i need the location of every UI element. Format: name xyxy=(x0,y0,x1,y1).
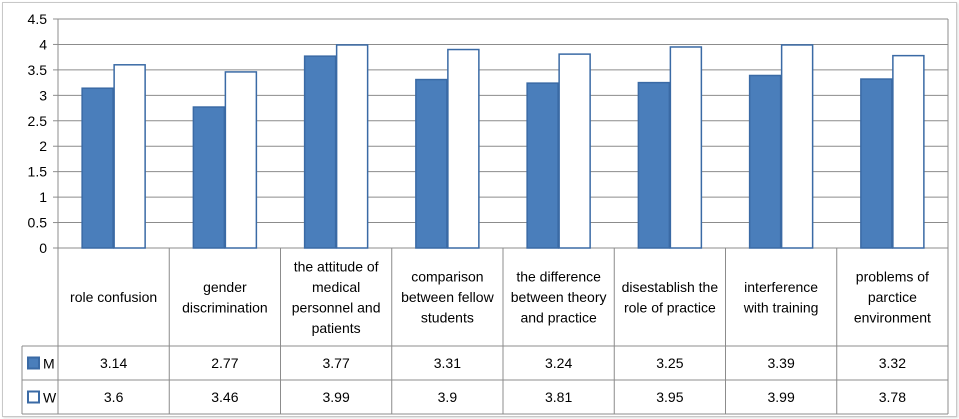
bar-w-4 xyxy=(558,53,591,249)
category-label-3: comparison between fellow students xyxy=(401,269,495,326)
data-value-w-3: 3.9 xyxy=(438,389,458,405)
bar-m-7 xyxy=(860,78,893,249)
data-value-m-3: 3.31 xyxy=(434,355,461,371)
category-label-line: role confusion xyxy=(70,289,157,305)
y-tick-label-3: 1.5 xyxy=(28,164,48,180)
data-value-w-7: 3.78 xyxy=(879,389,906,405)
bar-w-3 xyxy=(447,48,480,249)
category-label-line: discrimination xyxy=(182,299,268,315)
y-tick-label-1: 0.5 xyxy=(28,215,48,231)
data-value-m-6: 3.39 xyxy=(768,355,795,371)
bar-m-5 xyxy=(637,81,671,249)
category-label-line: comparison xyxy=(411,269,483,285)
category-label-line: disestablish the xyxy=(622,279,719,295)
bar-w-2 xyxy=(335,44,369,249)
data-value-m-5: 3.25 xyxy=(656,355,683,371)
category-label-line: personnel and xyxy=(292,299,381,315)
category-label-7: problems of parctice environment xyxy=(854,269,931,326)
y-tick-label-9: 4.5 xyxy=(28,11,48,27)
category-label-line: between fellow xyxy=(401,289,495,305)
y-tick-label-5: 2.5 xyxy=(28,113,48,129)
bar-m-3 xyxy=(415,78,448,249)
category-label-line: medical xyxy=(312,279,360,295)
data-value-m-2: 3.77 xyxy=(323,355,350,371)
category-label-6: interference with training xyxy=(743,279,819,316)
data-value-m-4: 3.24 xyxy=(545,355,572,371)
y-tick-label-6: 3 xyxy=(39,87,47,103)
bar-m-4 xyxy=(526,82,559,249)
bar-m-0 xyxy=(81,87,114,249)
bar-m-2 xyxy=(303,55,337,249)
bar-m-1 xyxy=(192,106,226,249)
y-tick-label-0: 0 xyxy=(39,240,47,256)
category-label-line: gender xyxy=(203,279,247,295)
bar-w-0 xyxy=(113,64,146,249)
category-label-2: the attitude of medical personnel and patie… xyxy=(292,258,381,336)
bar-w-5 xyxy=(669,46,703,249)
legend-key-w xyxy=(27,390,40,404)
data-value-w-1: 3.46 xyxy=(211,389,238,405)
data-value-w-4: 3.81 xyxy=(545,389,572,405)
y-tick-label-7: 3.5 xyxy=(28,62,48,78)
category-label-line: students xyxy=(421,310,474,326)
bar-w-7 xyxy=(892,54,925,249)
category-label-line: environment xyxy=(854,310,931,326)
category-label-line: role of practice xyxy=(624,299,716,315)
category-label-line: between theory xyxy=(511,289,607,305)
data-value-w-0: 3.6 xyxy=(104,389,124,405)
y-tick-label-4: 2 xyxy=(39,138,47,154)
data-value-w-6: 3.99 xyxy=(768,389,795,405)
data-value-w-5: 3.95 xyxy=(656,389,683,405)
data-value-w-2: 3.99 xyxy=(323,389,350,405)
category-label-1: gender discrimination xyxy=(182,279,268,316)
category-label-line: the attitude of xyxy=(294,258,379,274)
data-value-m-1: 2.77 xyxy=(211,355,238,371)
legend-key-m xyxy=(27,356,40,370)
legend-label-w: W xyxy=(43,390,57,406)
category-label-line: with training xyxy=(743,299,819,315)
data-value-m-7: 3.32 xyxy=(879,355,906,371)
category-label-4: the difference between theory and practice xyxy=(511,269,607,326)
category-label-line: parctice xyxy=(868,289,917,305)
y-tick-label-2: 1 xyxy=(39,189,47,205)
legend-label-m: M xyxy=(43,356,55,372)
category-label-line: problems of xyxy=(856,269,929,285)
y-tick-label-8: 4 xyxy=(39,36,47,52)
category-label-line: interference xyxy=(744,279,818,295)
category-label-line: and practice xyxy=(520,310,596,326)
bar-w-6 xyxy=(780,44,814,249)
bar-m-6 xyxy=(748,74,782,249)
category-label-line: patients xyxy=(312,320,361,336)
category-label-0: role confusion xyxy=(70,289,157,305)
bar-w-1 xyxy=(224,71,258,249)
data-value-m-0: 3.14 xyxy=(100,355,127,371)
category-label-5: disestablish the role of practice xyxy=(622,279,719,316)
category-label-line: the difference xyxy=(516,269,601,285)
